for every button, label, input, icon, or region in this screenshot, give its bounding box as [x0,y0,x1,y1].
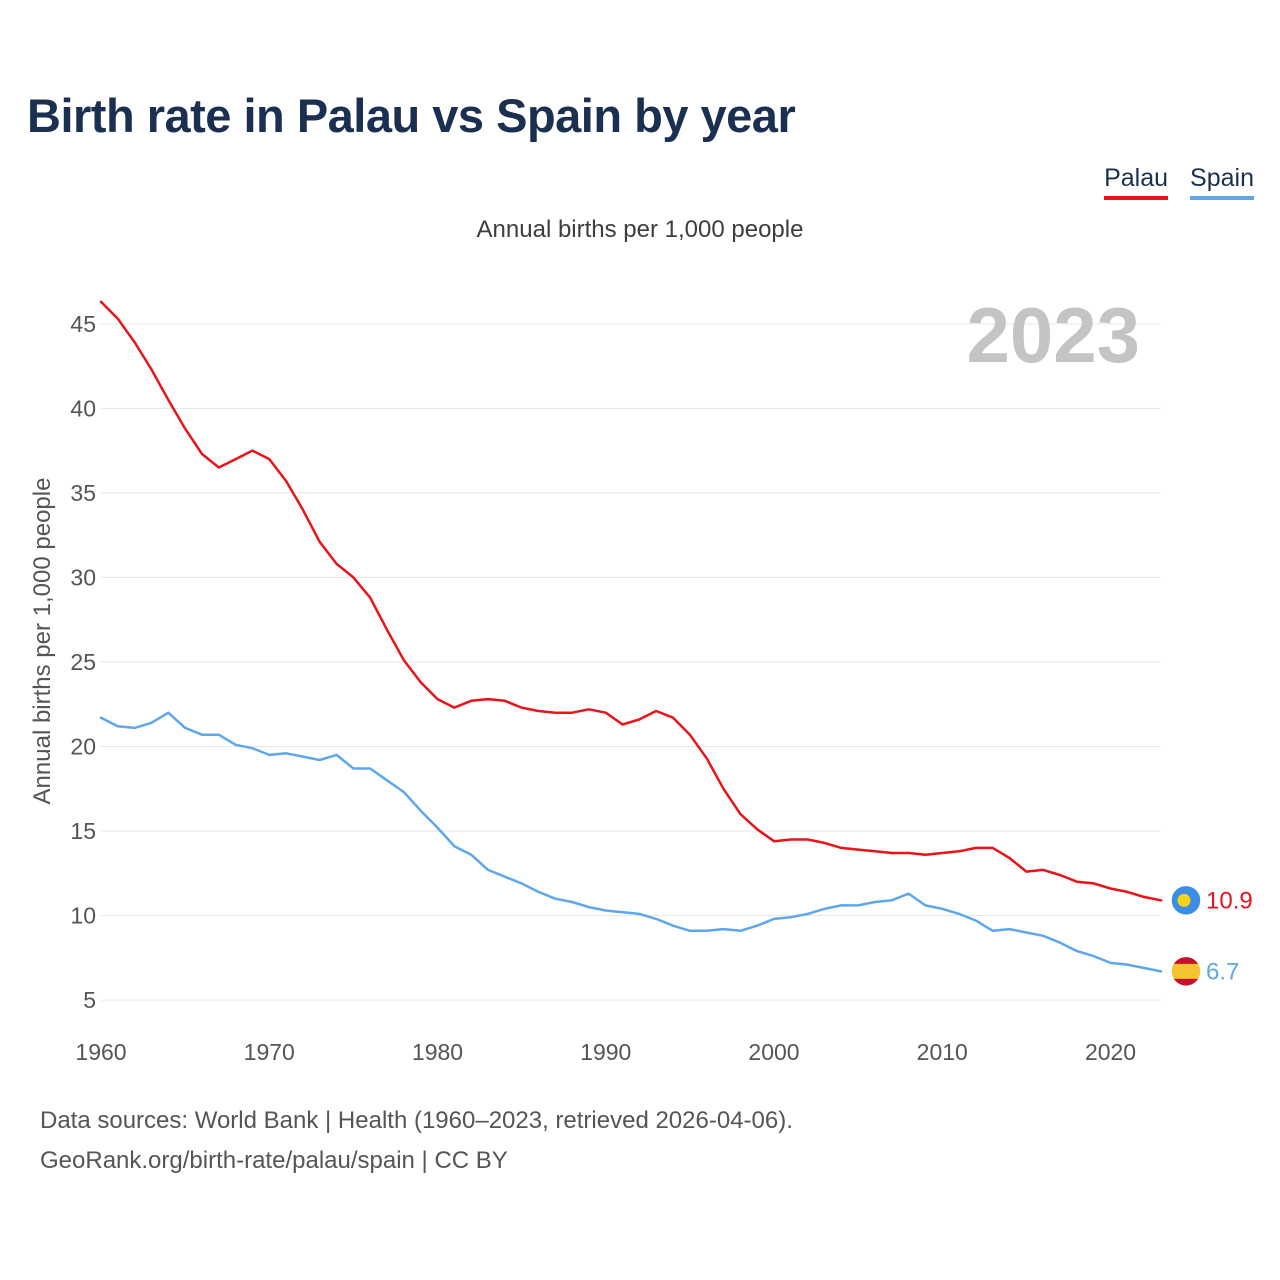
spain-flag-icon [1170,955,1202,988]
legend-item-palau[interactable]: Palau [1104,164,1169,200]
legend-item-spain[interactable]: Spain [1190,164,1254,200]
palau-flag-icon [1170,884,1202,917]
y-tick-label: 45 [70,311,96,337]
y-tick-label: 30 [70,564,96,590]
y-tick-label: 20 [70,733,96,759]
y-axis-title: Annual births per 1,000 people [29,478,56,805]
y-tick-label: 5 [83,987,96,1013]
y-tick-label: 35 [70,480,96,506]
source-line-1: Data sources: World Bank | Health (1960–… [40,1107,793,1134]
x-tick-label: 2020 [1085,1039,1136,1065]
chart-title: Birth rate in Palau vs Spain by year [27,89,796,142]
x-tick-label: 1980 [412,1039,463,1065]
palau-end-value: 10.9 [1206,887,1253,914]
spain-flag-border [1170,955,1202,988]
source-line-2: GeoRank.org/birth-rate/palau/spain | CC … [40,1147,508,1174]
x-tick-label: 2000 [748,1039,799,1065]
x-tick-label: 1990 [580,1039,631,1065]
spain-flag-yellow [1171,963,1201,979]
y-tick-label: 40 [70,395,96,421]
x-tick-label: 2010 [917,1039,968,1065]
x-tick-label: 1970 [244,1039,295,1065]
palau-flag-sun [1177,893,1191,907]
y-tick-label: 15 [70,818,96,844]
x-tick-label: 1960 [75,1039,126,1065]
legend: Palau Spain [1104,164,1254,200]
series-line-palau [99,300,1163,902]
y-tick-label: 25 [70,649,96,675]
year-label: 2023 [966,291,1140,379]
spain-end-value: 6.7 [1206,958,1239,985]
chart-subtitle: Annual births per 1,000 people [476,216,804,243]
y-tick-label: 10 [70,903,96,929]
series-line-spain [99,711,1163,973]
